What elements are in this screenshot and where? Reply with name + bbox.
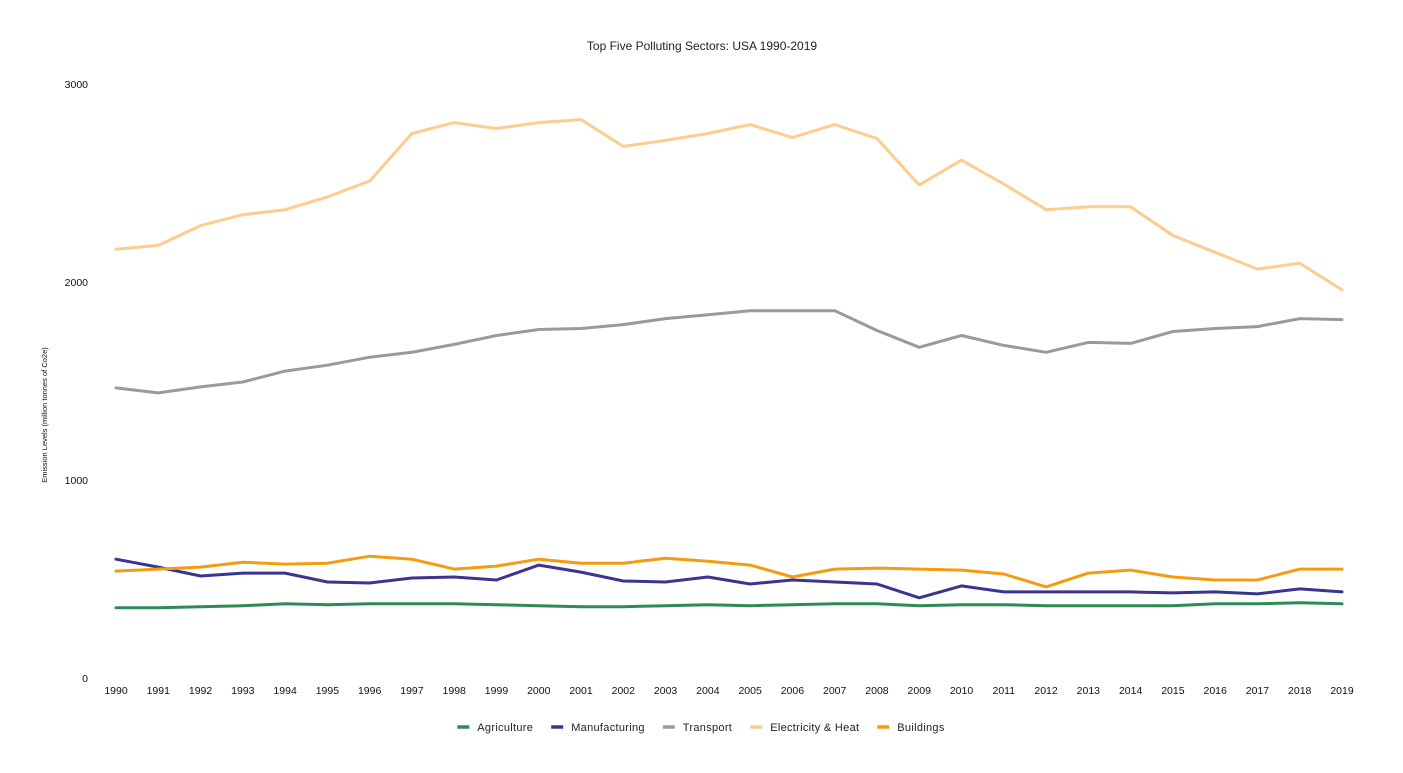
y-tick-label: 2000	[65, 277, 89, 289]
x-tick-label: 2018	[1288, 685, 1312, 697]
x-tick-label: 2017	[1246, 685, 1270, 697]
series-line-electricity-heat	[114, 118, 1344, 292]
legend-item: Manufacturing	[551, 722, 645, 734]
x-tick-label: 1998	[443, 685, 467, 697]
legend-item: Transport	[662, 722, 732, 734]
x-tick-label: 1991	[147, 685, 171, 697]
x-tick-label: 2011	[992, 685, 1015, 697]
y-tick-label: 3000	[65, 79, 89, 91]
legend-label: Transport	[683, 722, 732, 734]
series-line-buildings	[114, 554, 1344, 589]
x-tick-label: 1992	[189, 685, 213, 697]
x-tick-label: 2012	[1034, 685, 1058, 697]
x-tick-label: 1995	[316, 685, 340, 697]
series-line-transport	[114, 309, 1344, 395]
series-lines	[114, 118, 1344, 610]
chart-title: Top Five Polluting Sectors: USA 1990-201…	[587, 39, 817, 53]
x-tick-label: 2004	[696, 685, 720, 697]
series-line-manufacturing	[114, 557, 1344, 600]
legend-label: Buildings	[897, 722, 945, 734]
legend-label: Agriculture	[477, 722, 533, 734]
legend-label: Manufacturing	[571, 722, 645, 734]
y-tick-label: 0	[82, 673, 88, 685]
y-axis-ticks: 0 1000 2000 3000	[65, 79, 89, 685]
x-tick-label: 2007	[823, 685, 847, 697]
x-axis-ticks: 1990 1991 1992 1993 1994 1995 1996 1997 1998 1999…	[104, 685, 1354, 697]
x-tick-label: 2002	[612, 685, 636, 697]
x-tick-label: 2001	[569, 685, 593, 697]
legend-item: Agriculture	[457, 722, 533, 734]
x-tick-label: 2015	[1161, 685, 1185, 697]
x-tick-label: 1993	[231, 685, 255, 697]
x-tick-label: 1999	[485, 685, 509, 697]
x-tick-label: 1990	[104, 685, 128, 697]
legend-label: Electricity & Heat	[770, 722, 859, 734]
x-tick-label: 2008	[865, 685, 889, 697]
x-tick-label: 2009	[908, 685, 932, 697]
series-line-agriculture	[114, 601, 1344, 610]
x-tick-label: 1997	[400, 685, 424, 697]
legend-item: Buildings	[877, 722, 945, 734]
x-tick-label: 2013	[1077, 685, 1101, 697]
y-tick-label: 1000	[65, 475, 89, 487]
x-tick-label: 2005	[738, 685, 762, 697]
x-tick-label: 2014	[1119, 685, 1143, 697]
x-tick-label: 1996	[358, 685, 382, 697]
x-tick-label: 2003	[654, 685, 678, 697]
x-tick-label: 2010	[950, 685, 974, 697]
y-axis-label: Emission Levels (million tonnes of Co2e)	[40, 347, 49, 483]
x-tick-label: 2019	[1330, 685, 1354, 697]
x-tick-label: 1994	[273, 685, 297, 697]
x-tick-label: 2000	[527, 685, 551, 697]
legend: Agriculture Manufacturing Transport Electri…	[457, 722, 945, 734]
x-tick-label: 2016	[1203, 685, 1227, 697]
legend-item: Electricity & Heat	[750, 722, 859, 734]
x-tick-label: 2006	[781, 685, 805, 697]
